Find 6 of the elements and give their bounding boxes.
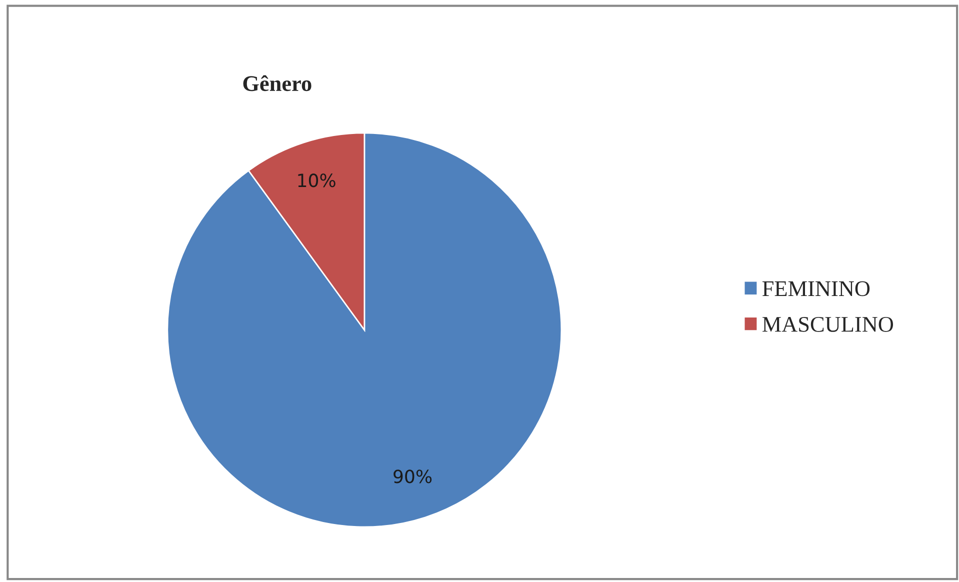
data-label: 10% xyxy=(298,174,336,188)
pie-slice xyxy=(166,132,562,528)
legend-label: FEMININO xyxy=(762,281,870,296)
chart-title: Gênero xyxy=(243,75,312,92)
data-label: 90% xyxy=(394,470,432,484)
legend-label: MASCULINO xyxy=(762,316,894,332)
